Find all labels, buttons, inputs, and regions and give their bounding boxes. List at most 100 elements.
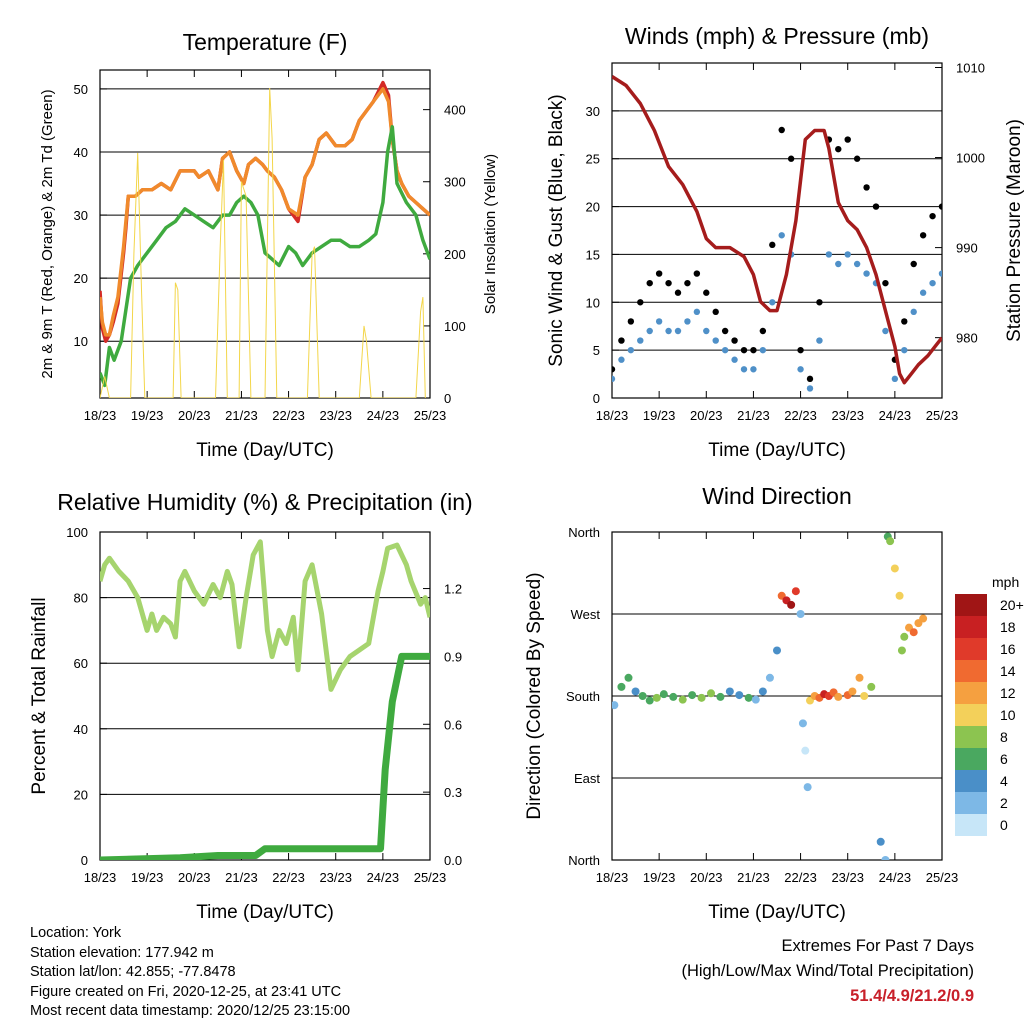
series-point-wind	[612, 375, 616, 383]
direction-point	[876, 837, 885, 846]
x-tick-label: 18/23	[84, 408, 117, 423]
colorbar-label: 18	[1000, 619, 1016, 635]
chart-title: Winds (mph) & Pressure (mb)	[625, 23, 929, 49]
extremes-title: Extremes For Past 7 Days	[781, 937, 974, 955]
series-point-wind	[759, 346, 767, 354]
series-line	[100, 87, 426, 398]
x-tick-label: 21/23	[737, 870, 770, 885]
series-point-wind	[835, 260, 842, 268]
series-point-wind	[703, 327, 710, 335]
plot-area	[612, 532, 928, 860]
colorbar-label: 0	[1000, 817, 1008, 833]
colorbar-swatch	[955, 814, 987, 836]
colorbar-label: 10	[1000, 707, 1016, 723]
series-point-gust	[655, 270, 663, 277]
series-point-gust	[646, 279, 653, 287]
plot-area	[100, 539, 430, 860]
series-point-gust	[627, 318, 635, 325]
direction-point	[801, 746, 810, 755]
y2-tick-label: 400	[444, 103, 466, 118]
colorbar-swatch	[955, 792, 987, 814]
y2-tick-label: 1010	[956, 61, 985, 76]
direction-point	[900, 632, 909, 641]
plot-area	[612, 75, 942, 392]
series-point-wind	[721, 346, 729, 354]
x-tick-label: 22/23	[272, 408, 305, 423]
extremes-block: Extremes For Past 7 Days (High/Low/Max W…	[681, 934, 974, 1009]
chart-panel-4: Wind Direction 18/23 19/23 20/23 21/23 22/23 2…	[524, 483, 1024, 923]
y-tick-label: 40	[74, 722, 88, 737]
series-point-gust	[703, 289, 710, 296]
direction-point	[773, 646, 781, 655]
y-tick-label: 100	[66, 525, 88, 540]
y-tick-label: South	[566, 689, 600, 704]
colorbar-label: 20+	[1000, 597, 1024, 613]
series-point-wind	[882, 327, 889, 335]
series-point-wind	[816, 337, 823, 344]
y-tick-label: East	[574, 771, 600, 786]
series-line	[100, 125, 430, 388]
direction-point	[612, 701, 619, 710]
direction-point	[860, 692, 869, 700]
x-tick-label: 24/23	[367, 870, 400, 885]
y2-tick-label: 0.0	[444, 853, 462, 868]
colorbar-swatch	[955, 726, 987, 748]
series-point-gust	[806, 375, 814, 383]
x-tick-label: 21/23	[225, 870, 258, 885]
series-point-wind	[731, 356, 738, 363]
series-point-wind	[712, 337, 719, 344]
series-point-wind	[655, 318, 663, 325]
plot-frame	[611, 62, 943, 399]
series-point-wind	[769, 299, 776, 306]
chart-title: Wind Direction	[702, 483, 852, 509]
direction-point	[834, 692, 843, 701]
colorbar-swatch	[955, 638, 987, 660]
y-tick-label: 0	[593, 391, 600, 406]
direction-point	[669, 692, 678, 701]
x-tick-label: 25/23	[414, 408, 447, 423]
direction-point	[787, 600, 796, 609]
series-point-gust	[872, 203, 880, 210]
series-point-wind	[853, 260, 861, 268]
series-point-wind	[684, 318, 691, 325]
series-point-gust	[853, 155, 861, 162]
y-tick-label: 30	[586, 104, 600, 119]
series-point-wind	[825, 251, 833, 258]
series-point-gust	[684, 279, 691, 287]
chart-title: Relative Humidity (%) & Precipitation (i…	[57, 489, 472, 515]
x-tick-label: 25/23	[926, 408, 959, 423]
y-tick-label: North	[568, 525, 600, 540]
series-point-wind	[646, 327, 653, 335]
direction-point	[645, 696, 654, 705]
info-recent: Most recent data timestamp: 2020/12/25 2…	[30, 1003, 351, 1019]
series-point-wind	[693, 308, 701, 316]
series-point-wind	[938, 270, 942, 277]
series-point-gust	[731, 337, 738, 344]
colorbar-label: 2	[1000, 795, 1008, 811]
direction-point	[652, 693, 661, 702]
series-point-gust	[712, 308, 719, 316]
chart-panel-1: Temperature (F) 18/23 19/23 20/23 21/23 22/23…	[39, 29, 499, 461]
x-tick-label: 24/23	[879, 870, 912, 885]
info-created: Figure created on Fri, 2020-12-25, at 23…	[30, 983, 342, 1000]
x-tick-label: 24/23	[879, 408, 912, 423]
colorbar-swatch	[955, 616, 987, 638]
y-tick-label: 40	[74, 145, 88, 160]
series-point-wind	[806, 385, 814, 392]
direction-point	[909, 628, 918, 637]
series-point-gust	[740, 346, 748, 354]
y2-tick-label: 1000	[956, 151, 985, 166]
y-tick-label: 10	[74, 334, 88, 349]
series-point-gust	[929, 212, 936, 220]
y2-tick-label: 1.2	[444, 582, 462, 597]
extremes-values: 51.4/4.9/21.2/0.9	[850, 987, 974, 1005]
direction-point	[735, 691, 744, 700]
series-point-wind	[627, 346, 635, 354]
chart-panel-3: Relative Humidity (%) & Precipitation (i…	[29, 489, 473, 923]
series-point-gust	[797, 346, 804, 354]
x-tick-label: 22/23	[784, 408, 817, 423]
x-axis-label: Time (Day/UTC)	[708, 440, 846, 461]
series-point-wind	[901, 346, 908, 354]
x-axis-label: Time (Day/UTC)	[708, 902, 846, 923]
